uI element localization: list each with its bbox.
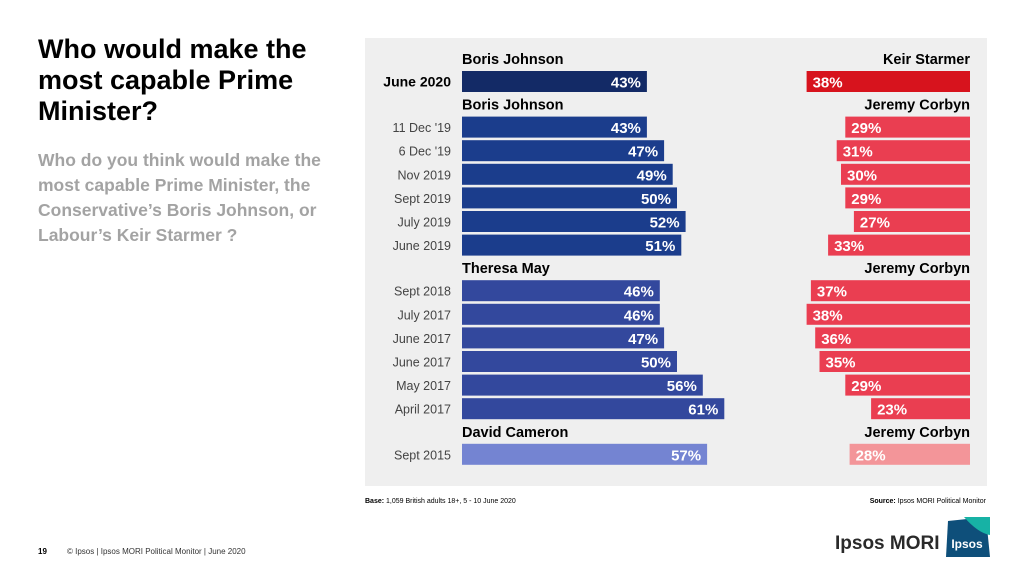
row-label: Sept 2015 (394, 448, 451, 462)
group-right-name: Jeremy Corbyn (864, 261, 970, 277)
left-bar (462, 234, 682, 256)
left-value-label: 52% (650, 215, 680, 232)
left-value-label: 61% (688, 402, 718, 419)
group-left-name: David Cameron (462, 425, 568, 441)
slide-title: Who would make the most capable Prime Mi… (38, 34, 307, 126)
right-value-label: 31% (843, 144, 873, 161)
left-value-label: 50% (641, 191, 671, 208)
left-value-label: 46% (624, 307, 654, 324)
left-value-label: 49% (637, 167, 667, 184)
left-value-label: 51% (645, 238, 675, 255)
row-label: 6 Dec '19 (399, 145, 451, 159)
right-bar (853, 211, 970, 232)
row-label: Sept 2018 (394, 285, 451, 299)
page-number: 19 (38, 547, 47, 556)
right-bar (806, 71, 970, 92)
row-label: Nov 2019 (397, 168, 451, 182)
group-left-name: Boris Johnson (462, 98, 564, 114)
row-label: June 2017 (393, 356, 451, 370)
right-bar (815, 327, 970, 349)
left-value-label: 43% (611, 75, 641, 92)
group-left-name: Boris Johnson (462, 52, 564, 68)
right-value-label: 33% (834, 238, 864, 255)
right-bar (841, 163, 970, 185)
left-bar (462, 327, 665, 349)
logo-text: Ipsos (951, 537, 983, 551)
row-label: July 2019 (397, 216, 451, 230)
pm-comparison-chart: Boris Johnson Keir Starmer June 2020 43% 38%… (383, 52, 970, 465)
left-bar (462, 398, 725, 420)
left-bar (462, 211, 686, 232)
left-value-label: 57% (671, 447, 701, 464)
right-value-label: 38% (813, 307, 843, 324)
brand-name: Ipsos MORI (835, 533, 940, 554)
group-left-name: Theresa May (462, 261, 550, 277)
left-bar (462, 443, 708, 465)
right-value-label: 36% (821, 331, 851, 348)
base-label: Base: (365, 498, 385, 505)
left-value-label: 46% (624, 284, 654, 301)
left-bar (462, 116, 647, 138)
row-label: Sept 2019 (394, 192, 451, 206)
base-note: Base: 1,059 British adults 18+, 5 - 10 J… (365, 498, 516, 505)
left-bar (462, 163, 673, 185)
right-value-label: 37% (817, 284, 847, 301)
right-value-label: 29% (851, 120, 881, 137)
left-bar (462, 140, 665, 162)
group-right-name: Jeremy Corbyn (864, 98, 970, 114)
row-label: April 2017 (395, 403, 451, 417)
right-bar (810, 280, 970, 302)
left-value-label: 47% (628, 331, 658, 348)
right-bar (845, 116, 970, 138)
left-value-label: 56% (667, 378, 697, 395)
left-value-label: 50% (641, 355, 671, 372)
row-label: June 2020 (383, 74, 451, 90)
footer-copyright: © Ipsos | Ipsos MORI Political Monitor |… (67, 547, 246, 556)
source-label: Source: (869, 498, 896, 505)
right-bar (828, 234, 970, 256)
row-label: June 2017 (393, 332, 451, 346)
left-value-label: 47% (628, 144, 658, 161)
right-bar (845, 187, 970, 209)
base-text: 1,059 British adults 18+, 5 - 10 June 20… (384, 498, 516, 505)
right-bar (836, 140, 970, 162)
source-note: Source: Ipsos MORI Political Monitor (870, 498, 986, 505)
right-bar (806, 303, 970, 325)
left-value-label: 43% (611, 120, 641, 137)
chart-panel: Boris Johnson Keir Starmer June 2020 43% 38%… (365, 38, 987, 486)
left-bar (462, 71, 647, 92)
right-bar (871, 398, 970, 420)
row-label: May 2017 (396, 379, 451, 393)
right-value-label: 23% (877, 402, 907, 419)
group-right-name: Keir Starmer (883, 52, 970, 68)
right-bar (819, 351, 970, 372)
ipsos-logo: Ipsos (946, 517, 990, 557)
left-bar (462, 374, 703, 396)
right-bar (849, 443, 970, 465)
group-right-name: Jeremy Corbyn (864, 425, 970, 441)
right-value-label: 35% (826, 355, 856, 372)
right-value-label: 27% (860, 215, 890, 232)
row-label: July 2017 (397, 308, 451, 322)
left-bar (462, 187, 677, 209)
left-bar (462, 280, 660, 302)
slide-subtitle: Who do you think would make the most cap… (38, 150, 321, 245)
row-label: 11 Dec '19 (393, 121, 451, 135)
left-bar (462, 351, 677, 372)
right-value-label: 29% (851, 191, 881, 208)
row-label: June 2019 (393, 239, 451, 253)
source-text: Ipsos MORI Political Monitor (895, 498, 986, 505)
right-bar (845, 374, 970, 396)
right-value-label: 30% (847, 167, 877, 184)
right-value-label: 28% (856, 447, 886, 464)
right-value-label: 38% (813, 75, 843, 92)
left-bar (462, 303, 660, 325)
right-value-label: 29% (851, 378, 881, 395)
